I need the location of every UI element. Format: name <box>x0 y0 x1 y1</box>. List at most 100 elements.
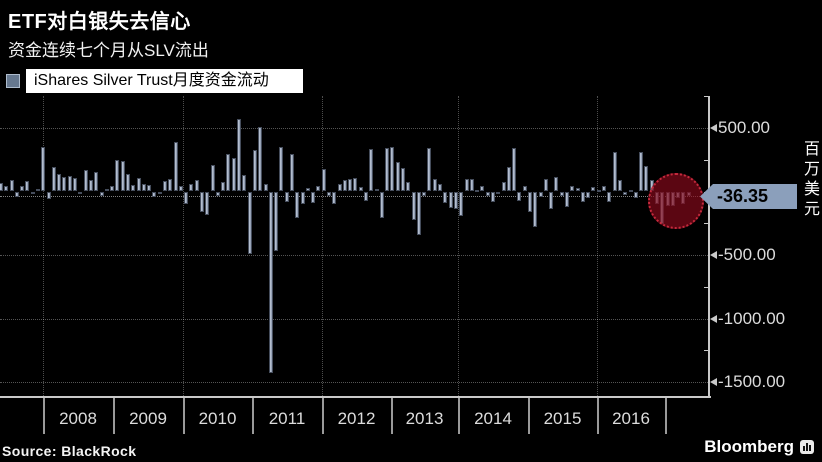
bar <box>385 147 390 192</box>
x-axis-line <box>0 395 711 398</box>
y-axis-tick <box>710 314 717 323</box>
bar <box>612 152 617 192</box>
bar <box>94 171 99 192</box>
bar <box>57 173 62 192</box>
bar <box>438 183 443 192</box>
x-axis-tick <box>252 397 254 434</box>
y-axis-tick <box>710 124 717 132</box>
x-axis-year-label: 2016 <box>612 408 650 428</box>
source-credit: Source: BlackRock <box>2 443 137 459</box>
bar <box>464 179 469 192</box>
bar <box>411 191 416 220</box>
bar <box>295 191 300 219</box>
bar <box>485 191 490 196</box>
x-axis-year-label: 2015 <box>543 408 582 428</box>
bar <box>284 191 289 202</box>
bar <box>538 191 543 198</box>
y-axis-label: -500.00 <box>718 245 776 264</box>
bar <box>390 146 395 192</box>
x-axis-year-label: 2008 <box>59 408 97 428</box>
x-axis-year-label: 2014 <box>474 408 512 428</box>
bar <box>348 178 353 192</box>
bar <box>36 188 41 192</box>
bar <box>4 186 9 192</box>
bar <box>469 178 474 192</box>
bar <box>110 186 115 192</box>
bar <box>247 191 252 254</box>
bar <box>311 191 316 203</box>
y-gridline <box>0 128 708 129</box>
highlight-circle <box>648 173 704 229</box>
bar <box>46 191 51 199</box>
bar <box>617 179 622 192</box>
year-gridline <box>322 96 323 396</box>
bar <box>591 186 596 192</box>
bar <box>73 177 78 192</box>
bar <box>596 190 601 193</box>
bar <box>258 126 263 192</box>
bar <box>607 191 612 202</box>
bar <box>337 183 342 192</box>
y-axis-label: 500.00 <box>718 118 770 137</box>
y-axis-label: -1000.00 <box>718 308 786 328</box>
bar <box>136 178 141 192</box>
bar <box>321 168 326 192</box>
bar <box>0 182 3 192</box>
chart-title: ETF对白银失去信心 <box>8 11 191 33</box>
bar <box>226 153 231 192</box>
x-axis-tick <box>597 397 599 434</box>
y-gridline <box>0 382 708 383</box>
bar <box>512 147 517 192</box>
bar <box>358 187 363 192</box>
bar <box>644 166 649 192</box>
year-gridline <box>458 96 459 396</box>
bar <box>231 157 236 192</box>
year-gridline <box>597 96 598 396</box>
legend-swatch-icon <box>6 74 20 88</box>
x-axis-tick <box>391 397 393 434</box>
bar <box>448 191 453 209</box>
bar <box>453 191 458 210</box>
bar <box>475 190 480 193</box>
bar <box>252 149 257 192</box>
bar <box>528 191 532 213</box>
y-axis-minor-tick <box>704 159 710 161</box>
bar <box>99 191 104 196</box>
bar <box>9 180 14 192</box>
bar <box>147 184 152 192</box>
x-axis-tick <box>528 397 530 434</box>
bar <box>178 186 183 192</box>
bar <box>332 191 337 204</box>
bar <box>125 173 130 192</box>
bar <box>173 141 178 192</box>
bar <box>326 191 331 196</box>
y-axis-minor-tick <box>704 286 710 288</box>
y-axis-label: -1500.00 <box>718 372 786 391</box>
bar <box>427 147 432 192</box>
bar <box>570 186 575 192</box>
y-axis-tick <box>710 251 717 259</box>
bar <box>379 191 384 219</box>
last-value-tag: -36.35 <box>700 184 797 209</box>
y-axis-minor-tick <box>704 223 710 225</box>
bar <box>157 191 162 194</box>
last-value-line <box>0 196 708 198</box>
x-axis-tick <box>665 397 667 434</box>
bloomberg-terminal-icon <box>800 440 814 454</box>
x-axis-year-label: 2011 <box>268 408 306 428</box>
bar <box>496 191 501 194</box>
x-axis-tick <box>183 397 185 434</box>
bar <box>369 149 374 192</box>
bar <box>416 191 421 236</box>
legend: iShares Silver Trust月度资金流动 <box>6 69 303 93</box>
bar <box>221 182 226 192</box>
bar <box>364 191 368 201</box>
bar <box>342 180 347 192</box>
y-axis-tick <box>710 378 717 386</box>
bloomberg-logo: Bloomberg <box>704 437 814 457</box>
bar <box>83 170 88 192</box>
bar <box>549 191 554 210</box>
bar <box>104 189 109 192</box>
